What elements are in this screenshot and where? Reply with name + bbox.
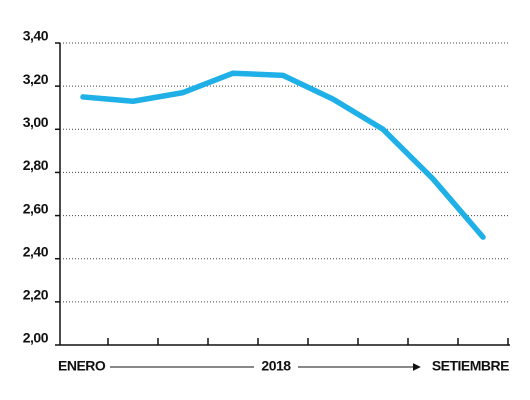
y-tick-label: 2,20	[23, 287, 49, 303]
x-category-ticks	[107, 338, 509, 345]
y-tick-label: 3,40	[23, 28, 49, 44]
x-axis-label: 2018	[261, 358, 291, 374]
y-tick-label: 2,80	[23, 157, 49, 173]
data-line	[80, 70, 486, 240]
y-tick-label: 2,00	[23, 330, 49, 346]
y-tick-label: 2,60	[23, 200, 49, 216]
x-end-label: SETIEMBRE	[432, 358, 509, 374]
y-tick-label: 3,20	[23, 71, 49, 87]
x-start-label: ENERO	[58, 358, 106, 374]
y-tick-label: 2,40	[23, 243, 49, 259]
y-tick-label: 3,00	[23, 114, 49, 130]
